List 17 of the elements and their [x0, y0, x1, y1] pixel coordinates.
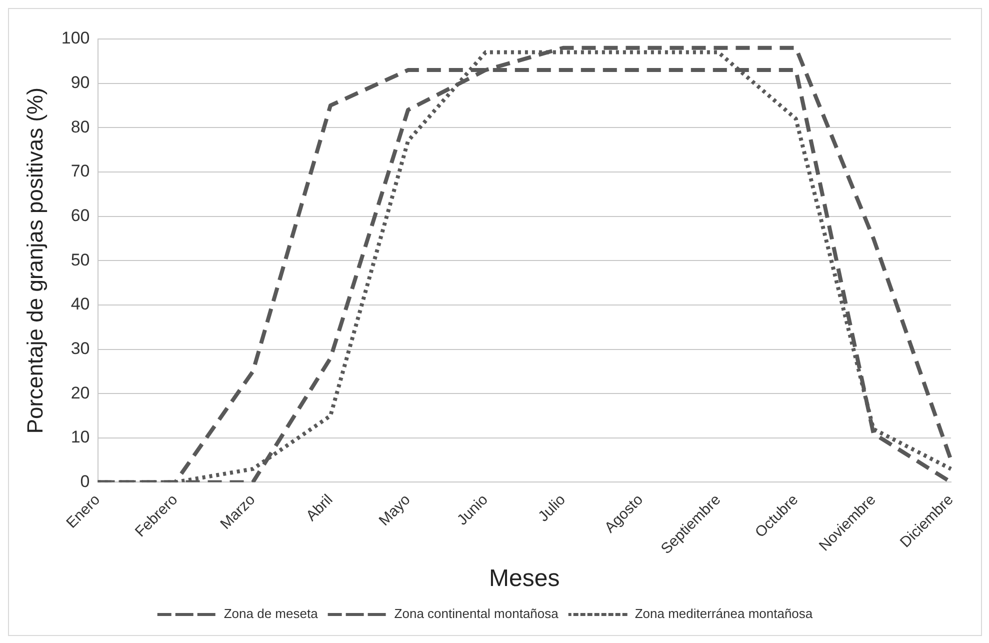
y-tick-label: 100	[61, 28, 90, 48]
y-tick-label: 80	[70, 117, 90, 136]
x-tick-label: Julio	[535, 491, 569, 526]
y-tick-label: 40	[70, 294, 90, 314]
legend-label: Zona continental montañosa	[394, 606, 560, 622]
legend-label: Zona mediterránea montañosa	[634, 606, 814, 622]
legend-label: Zona de meseta	[224, 606, 319, 622]
y-axis-title: Porcentaje de granjas positivas (%)	[22, 88, 48, 434]
y-tick-label: 70	[70, 162, 90, 181]
y-tick-label: 90	[70, 73, 90, 92]
x-axis-title: Meses	[489, 565, 560, 592]
y-tick-label: 60	[70, 206, 90, 225]
y-tick-label: 10	[70, 428, 90, 447]
y-tick-label: 20	[70, 383, 90, 402]
y-tick-label: 50	[70, 250, 90, 270]
y-tick-label: 30	[70, 338, 90, 358]
y-tick-label: 0	[80, 472, 90, 491]
